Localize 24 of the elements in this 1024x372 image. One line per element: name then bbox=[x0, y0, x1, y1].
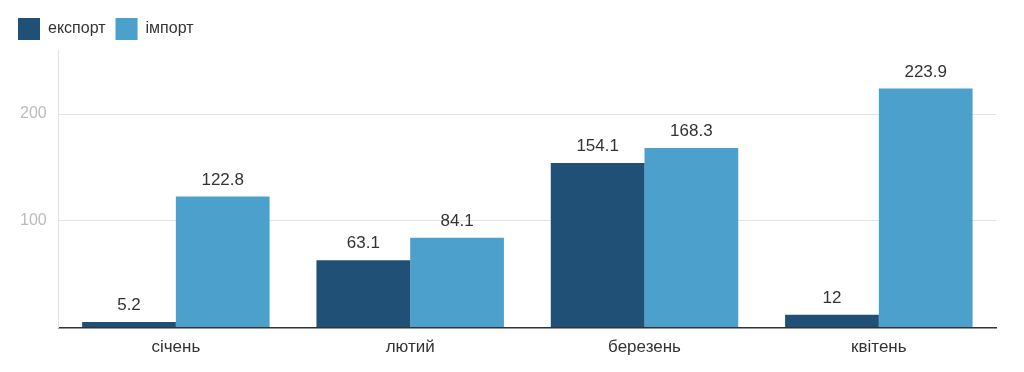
y-tick-label: 200 bbox=[19, 104, 47, 122]
bar bbox=[550, 163, 645, 328]
data-label: 223.9 bbox=[904, 61, 947, 81]
bar bbox=[878, 88, 973, 328]
x-tick-label: квітень bbox=[851, 337, 907, 357]
x-tick-label: лютий bbox=[385, 337, 435, 357]
bar bbox=[785, 314, 879, 328]
data-label: 12 bbox=[822, 287, 842, 307]
data-label: 154.1 bbox=[576, 136, 619, 156]
data-label: 168.3 bbox=[670, 121, 713, 141]
data-label: 122.8 bbox=[201, 169, 244, 189]
bar bbox=[316, 260, 411, 328]
x-tick-label: січень bbox=[151, 337, 201, 357]
bar bbox=[82, 322, 176, 328]
y-tick-label: 100 bbox=[19, 211, 47, 229]
bar bbox=[410, 237, 504, 328]
x-tick-label: березень bbox=[608, 337, 682, 357]
legend-label: експорт bbox=[48, 19, 107, 37]
legend-label: імпорт bbox=[145, 19, 195, 37]
bar bbox=[175, 196, 270, 328]
data-label: 84.1 bbox=[440, 210, 474, 230]
bar bbox=[644, 147, 739, 328]
data-label: 63.1 bbox=[346, 233, 380, 253]
data-label: 5.2 bbox=[117, 295, 141, 315]
